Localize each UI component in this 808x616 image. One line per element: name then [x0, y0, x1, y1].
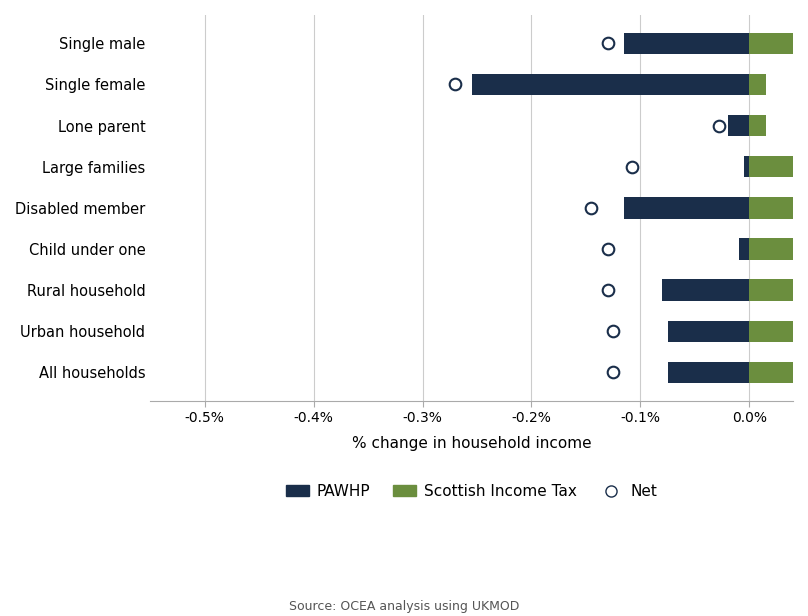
- Bar: [749, 238, 808, 260]
- Bar: [663, 280, 749, 301]
- Net: [601, 244, 614, 254]
- Net: [607, 368, 620, 378]
- Bar: [739, 238, 749, 260]
- Net: [713, 121, 726, 131]
- Bar: [749, 33, 798, 54]
- Bar: [667, 362, 749, 383]
- Text: Source: OCEA analysis using UKMOD: Source: OCEA analysis using UKMOD: [288, 600, 520, 613]
- Bar: [744, 156, 749, 177]
- Bar: [749, 362, 808, 383]
- Bar: [667, 320, 749, 342]
- Net: [601, 285, 614, 295]
- Bar: [749, 74, 766, 95]
- Net: [625, 162, 638, 172]
- Legend: PAWHP, Scottish Income Tax, Net: PAWHP, Scottish Income Tax, Net: [280, 478, 663, 505]
- Bar: [749, 156, 808, 177]
- Net: [607, 326, 620, 336]
- Bar: [749, 320, 808, 342]
- Bar: [624, 197, 749, 219]
- Bar: [749, 115, 766, 136]
- Bar: [728, 115, 749, 136]
- X-axis label: % change in household income: % change in household income: [351, 436, 591, 451]
- Net: [585, 203, 598, 213]
- Bar: [624, 33, 749, 54]
- Bar: [472, 74, 749, 95]
- Net: [448, 79, 461, 89]
- Bar: [749, 280, 808, 301]
- Bar: [749, 197, 793, 219]
- Net: [601, 38, 614, 48]
